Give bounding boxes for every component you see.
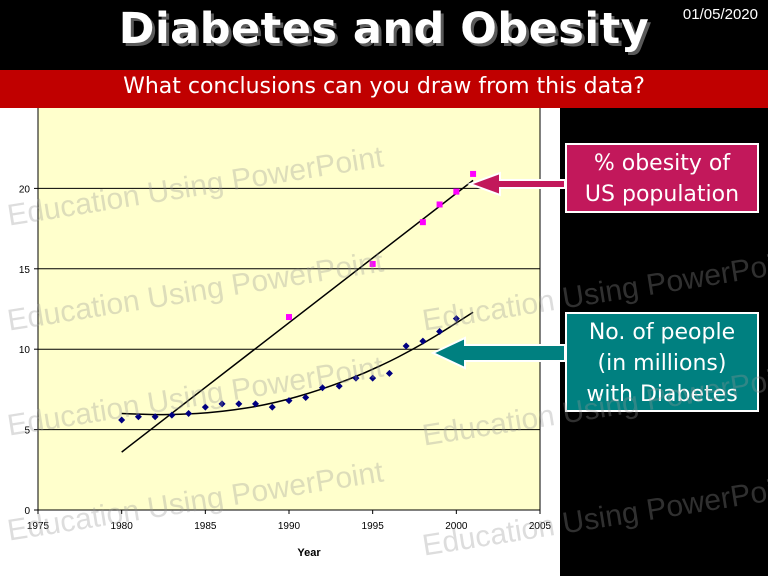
data-point	[118, 416, 126, 424]
x-tick-label: 1995	[362, 521, 385, 532]
slide-title: Diabetes and Obesity	[118, 4, 650, 54]
y-tick-label: 0	[24, 506, 30, 517]
data-point	[369, 374, 377, 382]
y-tick-label: 20	[19, 184, 31, 195]
diabetes-callout-line-3: with Diabetes	[586, 382, 738, 407]
data-point	[318, 384, 326, 392]
obesity-callout-line-2: US population	[584, 182, 740, 207]
data-point	[419, 219, 426, 226]
x-axis-label: Year	[297, 547, 321, 559]
data-point	[436, 328, 444, 336]
x-tick-label: 1985	[194, 521, 217, 532]
data-point	[134, 413, 142, 421]
question-text: What conclusions can you draw from this …	[123, 74, 645, 99]
data-point	[352, 374, 360, 382]
data-point	[436, 201, 443, 208]
trendline-series-0	[121, 179, 474, 453]
x-tick-label: 2000	[445, 521, 468, 532]
data-point	[470, 170, 477, 177]
data-point	[285, 397, 293, 405]
question-banner: What conclusions can you draw from this …	[0, 70, 768, 108]
data-point	[302, 393, 310, 401]
y-tick-label: 10	[19, 345, 31, 356]
data-point	[335, 382, 343, 390]
x-tick-label: 2005	[529, 521, 552, 532]
data-point	[168, 411, 176, 419]
data-point	[369, 260, 376, 267]
x-tick-label: 1990	[278, 521, 301, 532]
data-point	[252, 400, 260, 408]
data-point	[402, 342, 410, 350]
data-point	[185, 410, 193, 418]
x-tick-label: 1980	[111, 521, 134, 532]
data-point	[235, 400, 243, 408]
plot-area	[38, 108, 540, 510]
y-tick-label: 15	[19, 265, 31, 276]
obesity-callout-line-1: % obesity of	[593, 151, 731, 176]
data-point	[268, 403, 276, 411]
data-point	[419, 337, 427, 345]
data-point	[286, 314, 292, 321]
data-point	[385, 369, 393, 377]
slide-date: 01/05/2020	[682, 6, 758, 23]
data-point	[218, 400, 226, 408]
data-point	[452, 315, 460, 323]
y-tick-label: 5	[24, 426, 30, 437]
obesity-callout: % obesity of US population	[565, 143, 759, 213]
diabetes-callout: No. of people (in millions) with Diabete…	[565, 312, 759, 412]
data-point	[201, 403, 209, 411]
scatter-chart: 0 5 10 15 20 1975 1980 1985 1990 1995 2000 2005 Year	[19, 108, 552, 559]
diabetes-callout-line-2: (in millions)	[597, 351, 727, 376]
x-tick-label: 1975	[27, 521, 50, 532]
data-point	[151, 413, 159, 421]
chart-area: 0 5 10 15 20 1975 1980 1985 1990 1995 2000 2005 Year	[0, 108, 560, 576]
data-point	[453, 188, 460, 195]
diabetes-callout-line-1: No. of people	[588, 320, 736, 345]
